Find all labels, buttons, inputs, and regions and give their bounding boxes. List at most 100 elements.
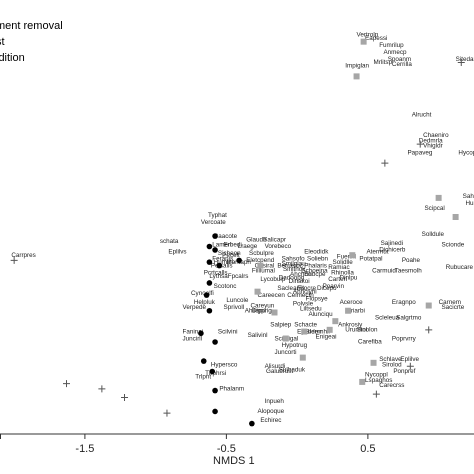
species-label-122: Rubucare	[446, 264, 474, 271]
species-label-67: Ahchbo	[290, 271, 312, 278]
x-tick-label-0: -1.5	[75, 443, 94, 455]
square-point-2	[435, 194, 442, 201]
species-label-3: Caacote	[214, 233, 238, 240]
species-label-59: Sinlthox	[283, 266, 306, 273]
species-label-72: Polvsle	[293, 301, 314, 308]
square-point-16	[349, 252, 356, 259]
circle-point-11	[209, 368, 216, 375]
species-label-15: Lythsa	[209, 273, 228, 280]
plus-point-3	[10, 256, 18, 264]
species-label-115: Hycoperf	[458, 150, 474, 157]
square-point-10	[282, 335, 289, 342]
plus-point-4	[63, 380, 71, 388]
species-label-53: Alisurdi	[265, 363, 286, 370]
species-label-18: Cynoelfi	[191, 290, 214, 297]
species-label-30: Trlpnt	[195, 373, 211, 380]
plus-point-5	[98, 385, 106, 393]
species-label-28: Thphrsi	[205, 370, 226, 377]
species-label-66: Eleodidk	[304, 248, 329, 255]
species-label-9: Feranis	[212, 255, 233, 262]
species-label-41: Berueroc	[277, 262, 303, 269]
species-label-57: Sahsofo	[282, 255, 306, 262]
species-label-132: Carecrss	[379, 382, 404, 389]
species-label-105: Anmecp	[383, 49, 407, 56]
species-label-117: Sahnerv	[463, 193, 474, 200]
plus-point-7	[163, 409, 171, 417]
circle-point-12	[212, 387, 218, 394]
species-label-4: Lamerl	[212, 242, 231, 249]
x-tick-label-1: -0.5	[217, 443, 236, 455]
species-label-74: Alunciqu	[308, 311, 333, 318]
species-label-77: Bidemhir	[306, 328, 331, 335]
square-point-11	[326, 326, 333, 333]
species-label-123: Carnem	[439, 299, 461, 306]
species-label-70: Ahnciyhi	[293, 288, 317, 295]
x-axis-title: NMDS 1	[213, 455, 255, 467]
species-label-46: Sacleanis	[277, 285, 304, 292]
species-label-47: Careyun	[250, 302, 274, 309]
square-point-6	[271, 309, 278, 316]
species-label-131: Lspaghos	[365, 377, 392, 384]
species-label-97: Solidlle	[333, 259, 354, 266]
species-label-7: schata	[160, 238, 179, 245]
species-label-78: Enigeai	[316, 334, 337, 341]
species-label-21: Sprivoll	[224, 304, 245, 311]
species-label-85: Eriarbi	[347, 307, 365, 314]
species-label-96: Ramiac	[328, 264, 349, 271]
species-label-83: Scleleua	[375, 314, 400, 321]
circle-point-10	[200, 358, 207, 364]
species-label-80: Ururdiol	[345, 327, 367, 334]
species-label-98: Fuerinl	[337, 254, 356, 261]
species-label-5: Erbedi	[224, 242, 242, 249]
species-label-64: Schoeina	[301, 268, 328, 275]
species-label-35: Salicapr	[263, 236, 286, 243]
species-label-101: Poarvin	[323, 283, 345, 290]
species-label-56: Salpiep	[270, 321, 292, 328]
square-point-1	[353, 73, 360, 80]
species-label-0: Carrpres	[11, 252, 36, 259]
species-label-81: Sinolon	[357, 327, 379, 334]
species-label-108: Cerrilla	[392, 61, 412, 68]
circle-point-2	[212, 247, 218, 253]
species-label-71: Flopsye	[306, 295, 329, 302]
x-axis: -1.5 -0.5 0.5	[0, 433, 474, 455]
species-label-42: Filllumal	[252, 268, 275, 275]
plus-point-8	[372, 390, 380, 398]
species-label-73: Liltsedu	[300, 306, 322, 313]
species-label-51: Hypotrug	[282, 342, 308, 349]
species-label-60: Dadoopg	[279, 274, 305, 281]
legend-item-2: st	[0, 36, 5, 48]
species-label-69: Dicepo	[317, 285, 337, 292]
circle-point-9	[212, 339, 218, 345]
species-label-124: Sacicrte	[441, 304, 464, 311]
plus-point-2	[381, 159, 389, 167]
species-label-95: Rhinolla	[331, 269, 354, 276]
square-point-8	[332, 318, 339, 325]
species-label-49: Salivinl	[248, 332, 268, 339]
species-label-104: Fumrilup	[379, 42, 404, 49]
species-label-116: Papaveg	[407, 150, 432, 157]
species-label-39: Eletcpend	[246, 257, 275, 264]
legend-item-1: ment removal	[0, 20, 63, 32]
square-point-15	[425, 302, 432, 309]
species-label-33: Echirec	[260, 417, 281, 424]
species-label-109: Impiglan	[345, 63, 369, 70]
species-label-52: Juncorti	[274, 349, 296, 356]
circle-point-5	[206, 280, 213, 286]
species-label-118: Humlab	[466, 200, 474, 207]
square-point-7	[345, 307, 352, 314]
species-label-54: Galubrust	[266, 368, 294, 375]
species-label-114: Vhigldr	[423, 143, 443, 150]
legend: ment removal st ldition	[0, 18, 63, 66]
square-point-12	[299, 354, 306, 361]
species-label-94: Taesmolh	[395, 268, 422, 275]
species-label-2: Vercoate	[201, 219, 226, 226]
species-label-102: Vertrolp	[357, 31, 379, 38]
species-label-16: Fpcalrs	[228, 273, 249, 280]
species-label-32: Alopoque	[258, 408, 285, 415]
species-label-48: Dipprig	[252, 307, 272, 314]
species-label-34: Glaudlr	[246, 236, 266, 243]
circle-point-8	[198, 330, 204, 337]
species-label-86: Aceroce	[340, 299, 364, 306]
